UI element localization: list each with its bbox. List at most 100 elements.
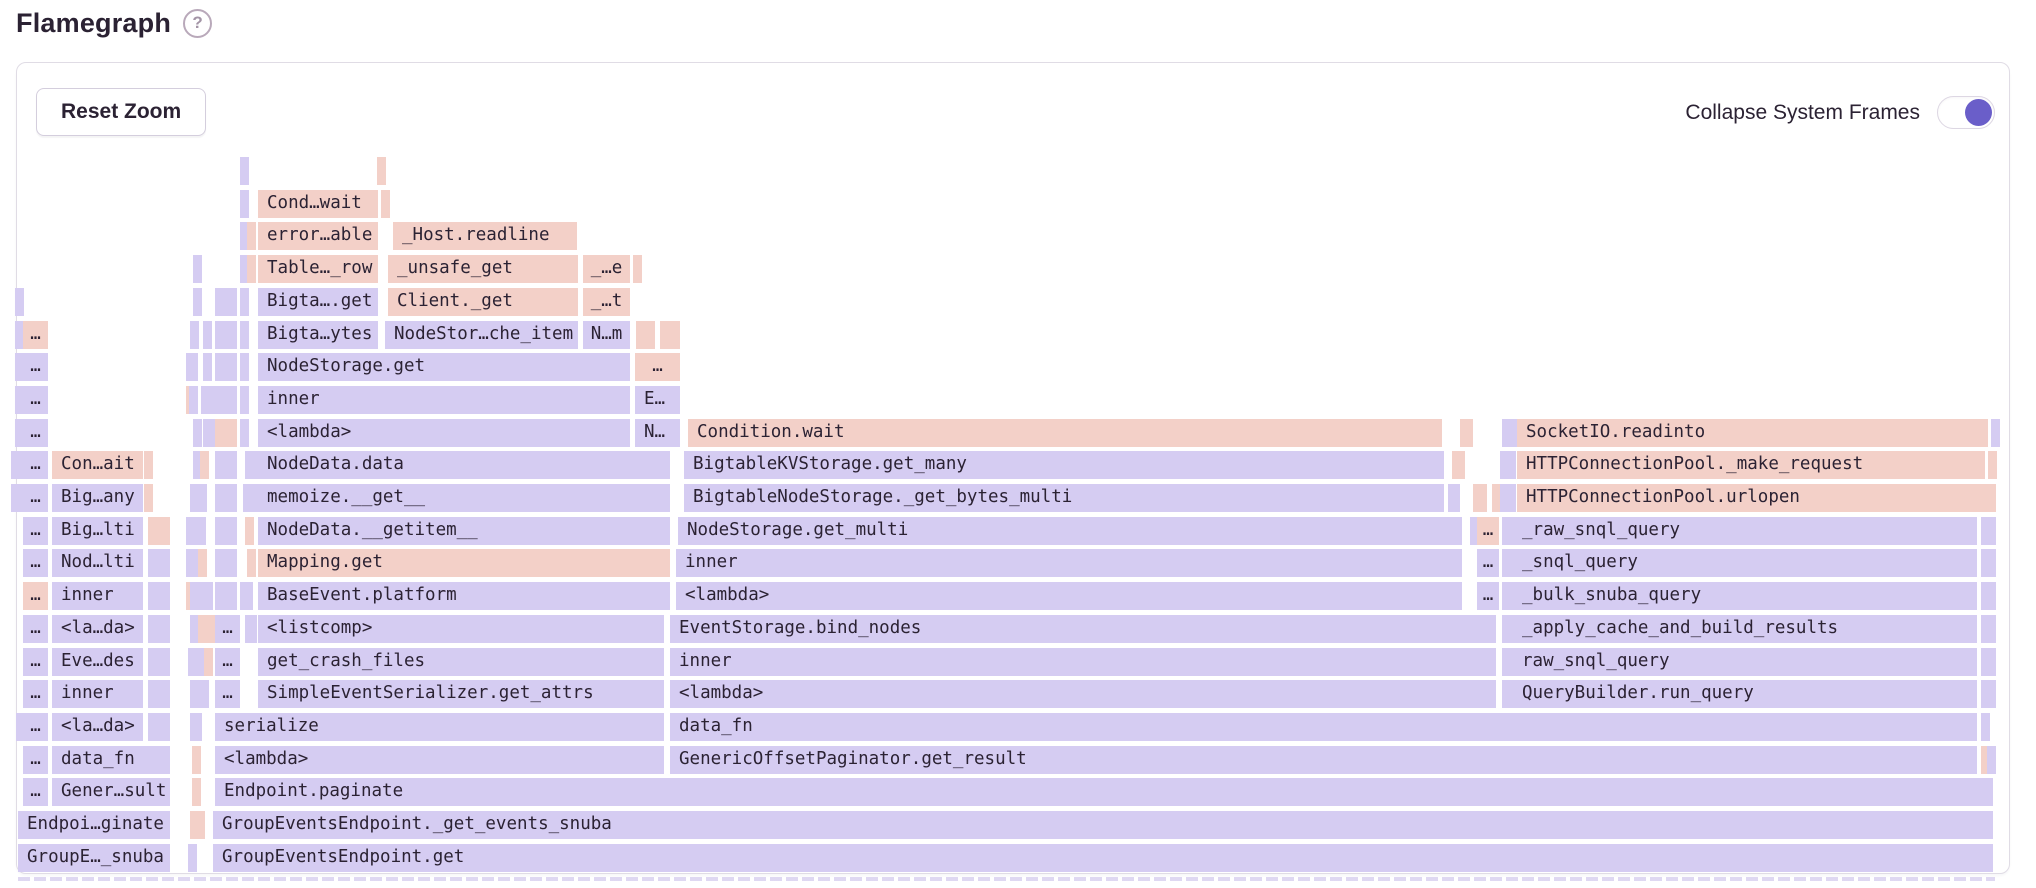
flamegraph-frame[interactable]: … [215,615,240,643]
flamegraph-frame[interactable] [1473,484,1487,512]
flamegraph-frame[interactable] [240,157,249,185]
flamegraph-frame[interactable] [148,680,170,708]
flamegraph-frame[interactable] [1981,582,1990,610]
flamegraph-frame[interactable] [15,419,24,447]
flamegraph-frame[interactable] [1988,451,1997,479]
flamegraph-frame[interactable]: serialize [215,713,664,741]
flamegraph-frame[interactable] [190,484,199,512]
flamegraph-frame[interactable]: get_crash_files [258,648,664,676]
flamegraph-frame[interactable] [215,582,237,610]
flamegraph-frame[interactable]: Condition.wait [688,419,1442,447]
flamegraph-frame[interactable] [215,419,237,447]
flamegraph-frame[interactable]: BigtableKVStorage.get_many [684,451,1444,479]
flamegraph-frame[interactable] [148,517,170,545]
flamegraph-frame[interactable]: inner [52,582,143,610]
flamegraph-frame[interactable]: … [1477,549,1499,577]
flamegraph-frame[interactable] [208,615,217,643]
flamegraph-frame[interactable] [193,288,202,316]
flamegraph-frame[interactable]: inner [52,680,143,708]
flamegraph-frame[interactable] [215,484,237,512]
flamegraph-frame[interactable] [144,484,153,512]
flamegraph-frame[interactable] [200,451,209,479]
flamegraph-frame[interactable] [200,680,209,708]
flamegraph-frame[interactable]: Cond…wait [258,190,378,218]
flamegraph-frame[interactable] [215,451,237,479]
flamegraph-frame[interactable]: NodeStorage.get_multi [678,517,1462,545]
flamegraph-frame[interactable] [240,190,249,218]
flamegraph-frame[interactable] [197,517,206,545]
flamegraph-frame[interactable]: … [1477,582,1499,610]
flamegraph-frame[interactable] [1508,419,1517,447]
flamegraph-frame[interactable]: GroupEventsEndpoint._get_events_snuba [213,811,1993,839]
flamegraph-frame[interactable] [215,517,237,545]
flamegraph-frame[interactable]: HTTPConnectionPool._make_request [1517,451,1985,479]
flamegraph-frame[interactable] [240,288,249,316]
flamegraph-frame[interactable]: … [23,484,48,512]
flamegraph-frame[interactable] [636,321,655,349]
flamegraph-frame[interactable]: Endpoi…ginate [18,811,170,839]
flamegraph-frame[interactable]: EventStorage.bind_nodes [670,615,1496,643]
flamegraph-frame[interactable] [15,386,24,414]
flamegraph-frame[interactable] [148,615,170,643]
flamegraph-frame[interactable]: Bigta….get [258,288,378,316]
flamegraph-frame[interactable] [377,157,386,185]
flamegraph-frame[interactable]: … [215,648,240,676]
flamegraph-frame[interactable] [1987,746,1996,774]
flamegraph-frame[interactable]: Client._get [388,288,578,316]
flamegraph-frame[interactable] [198,549,207,577]
flamegraph-frame[interactable]: E… [635,386,680,414]
flamegraph-frame[interactable]: N…m [583,321,630,349]
flamegraph-frame[interactable] [1456,451,1465,479]
flamegraph-frame[interactable]: BaseEvent.platform [258,582,670,610]
flamegraph-frame[interactable]: NodeData.data [258,451,670,479]
flamegraph-frame[interactable]: … [23,353,48,381]
flamegraph-frame[interactable] [1987,680,1996,708]
flamegraph-frame[interactable]: … [23,648,48,676]
flamegraph-frame[interactable] [1987,648,1996,676]
flamegraph-frame[interactable]: … [1477,517,1499,545]
flamegraph-frame[interactable]: QueryBuilder.run_query [1513,680,1977,708]
flamegraph-frame[interactable] [251,451,260,479]
flamegraph-frame[interactable]: … [23,746,48,774]
flamegraph-frame[interactable] [215,549,237,577]
flamegraph-frame[interactable]: Big…any [52,484,143,512]
flamegraph-frame[interactable] [203,353,212,381]
flamegraph-frame[interactable] [15,288,24,316]
flamegraph-frame[interactable] [215,386,237,414]
flamegraph-frame[interactable]: data_fn [52,746,170,774]
flamegraph-frame[interactable] [148,549,170,577]
flamegraph-frame[interactable]: <la…da> [52,615,143,643]
flamegraph-frame[interactable]: <lambda> [670,680,1496,708]
flamegraph-frame[interactable] [209,419,218,447]
flamegraph-frame[interactable]: <la…da> [52,713,143,741]
flamegraph-frame[interactable]: inner [670,648,1496,676]
flamegraph-frame[interactable]: error…able [258,222,378,250]
flamegraph-frame[interactable]: … [23,778,48,806]
flamegraph-frame[interactable] [203,419,212,447]
flamegraph-frame[interactable] [1506,615,1515,643]
flamegraph-frame[interactable] [194,680,203,708]
flamegraph-frame[interactable]: _…e [583,255,630,283]
flamegraph-frame[interactable] [240,386,249,414]
flamegraph-frame[interactable]: Mapping.get [258,549,670,577]
flamegraph-frame[interactable] [1507,451,1516,479]
flamegraph-frame[interactable] [1981,615,1990,643]
flamegraph-frame[interactable]: <listcomp> [258,615,664,643]
flamegraph-frame[interactable]: Table…_row [258,255,378,283]
flamegraph-frame[interactable]: NodeData.__getitem__ [258,517,670,545]
flamegraph-frame[interactable] [247,255,256,283]
flamegraph-frame[interactable] [1451,484,1460,512]
flamegraph-frame[interactable]: … [23,549,48,577]
flamegraph-frame[interactable] [207,386,216,414]
flamegraph-frame[interactable] [189,386,198,414]
flamegraph-frame[interactable] [190,321,199,349]
flamegraph-frame[interactable] [188,844,197,872]
flamegraph-frame[interactable] [1506,549,1515,577]
flamegraph-frame[interactable] [1987,615,1996,643]
flamegraph-frame[interactable]: inner [676,549,1462,577]
flamegraph-frame[interactable]: … [23,451,48,479]
flamegraph-frame[interactable] [15,451,24,479]
flamegraph-frame[interactable] [244,582,253,610]
flamegraph-frame[interactable] [148,713,170,741]
